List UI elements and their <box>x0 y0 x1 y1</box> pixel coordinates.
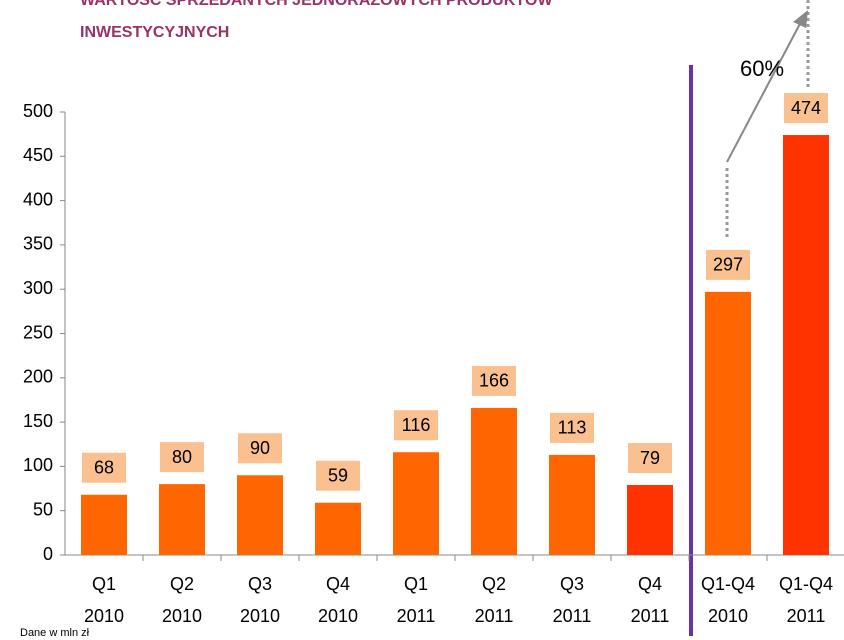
x-tick-label: Q1 <box>404 574 428 594</box>
value-label-box <box>82 452 126 483</box>
x-tick-label: Q3 <box>560 574 584 594</box>
x-tick-label: Q1-Q4 <box>701 574 755 594</box>
value-label-box <box>472 365 516 396</box>
bar <box>549 454 595 555</box>
x-tick-label: 2010 <box>240 606 280 626</box>
bar <box>471 407 517 555</box>
value-label-box <box>550 412 594 443</box>
bar <box>627 485 673 555</box>
x-tick-label: 2010 <box>708 606 748 626</box>
y-tick-label: 350 <box>23 234 53 254</box>
chart-title: INWESTYCYJNYCH <box>80 24 229 41</box>
y-tick-label: 200 <box>23 367 53 387</box>
x-tick-label: 2011 <box>397 606 436 626</box>
value-label: 113 <box>558 418 587 438</box>
value-label: 474 <box>791 98 821 118</box>
value-label-box <box>628 443 672 474</box>
value-label-box <box>316 460 360 491</box>
growth-arrow <box>726 17 804 163</box>
arrow-head <box>793 10 808 28</box>
value-label-box <box>706 249 750 280</box>
y-tick-label: 250 <box>23 322 53 342</box>
value-label: 68 <box>94 458 114 478</box>
y-tick-label: 500 <box>23 101 53 121</box>
x-tick-label: 2010 <box>318 606 358 626</box>
value-label: 80 <box>172 447 192 467</box>
bar <box>81 494 127 555</box>
x-tick-label: Q4 <box>326 574 350 594</box>
x-tick-label: Q4 <box>638 574 662 594</box>
y-tick-label: 100 <box>23 455 53 475</box>
value-label: 297 <box>713 255 743 275</box>
value-label-box <box>160 442 204 473</box>
y-tick-label: 50 <box>33 499 53 519</box>
bar <box>783 135 829 555</box>
bar <box>237 475 283 555</box>
x-tick-label: 2010 <box>162 606 202 626</box>
growth-label: 60% <box>740 56 784 81</box>
value-label: 116 <box>402 415 431 435</box>
note: Dane w mln zł <box>20 627 90 639</box>
value-label: 90 <box>250 438 270 458</box>
y-tick-label: 0 <box>43 544 53 564</box>
value-label-box <box>784 93 828 124</box>
bar <box>315 502 361 555</box>
bar <box>705 291 751 555</box>
value-label-box <box>394 410 438 441</box>
x-tick-label: 2011 <box>553 606 592 626</box>
x-tick-label: 2010 <box>84 606 124 626</box>
x-tick-label: Q1-Q4 <box>779 574 833 594</box>
value-label: 59 <box>328 465 348 485</box>
y-tick-label: 450 <box>23 145 53 165</box>
y-tick-label: 300 <box>23 278 53 298</box>
y-tick-label: 150 <box>23 411 53 431</box>
value-label: 79 <box>640 448 660 468</box>
y-tick-label: 400 <box>23 189 53 209</box>
x-tick-label: 2011 <box>631 606 670 626</box>
chart-title: WARTOŚĆ SPRZEDANYCH JEDNORAZOWYCH PRODUK… <box>80 0 554 9</box>
bar <box>159 484 205 555</box>
value-label: 166 <box>479 371 509 391</box>
x-tick-label: Q2 <box>482 574 506 594</box>
value-label-box <box>238 433 282 464</box>
x-tick-label: Q2 <box>170 574 194 594</box>
x-tick-label: Q3 <box>248 574 272 594</box>
bar <box>393 452 439 555</box>
x-tick-label: Q1 <box>92 574 116 594</box>
x-tick-label: 2011 <box>475 606 514 626</box>
x-tick-label: 2011 <box>787 606 826 626</box>
